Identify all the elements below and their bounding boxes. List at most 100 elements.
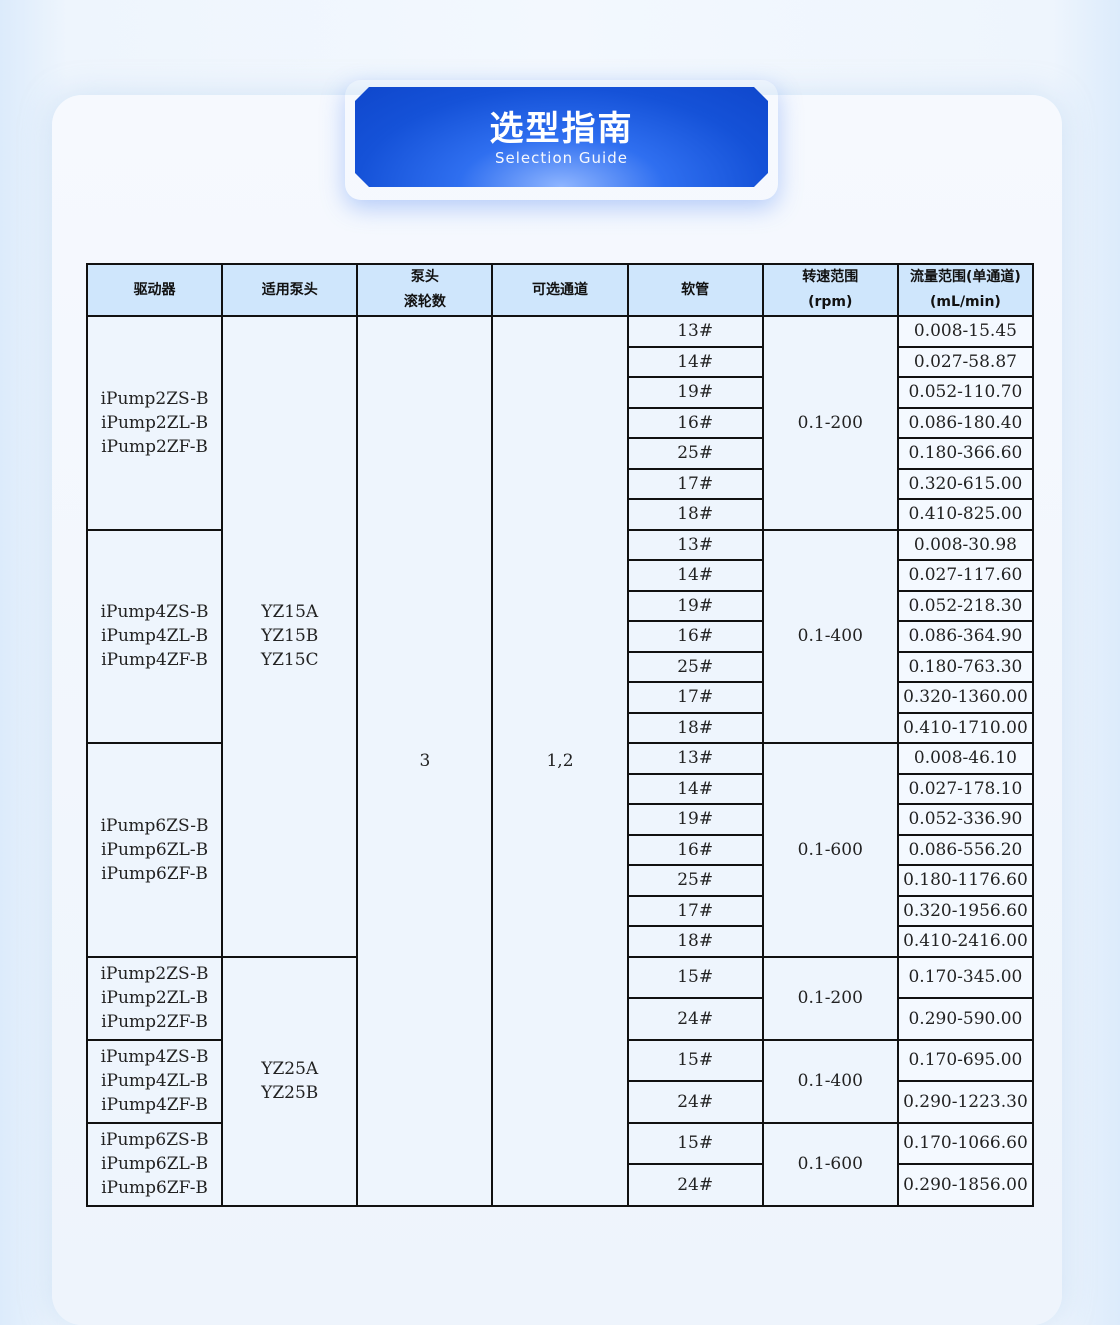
header-text: 适用泵头: [261, 281, 318, 298]
tube-cell: 13#: [626, 742, 764, 775]
header-speed-range: 转速范围 (rpm): [761, 263, 899, 317]
driver-cell: iPump2ZS-B iPump2ZL-B iPump2ZF-B: [85, 315, 224, 531]
header-text: 可选通道: [531, 281, 588, 298]
header-channels: 可选通道: [491, 263, 629, 317]
tube-cell: 16#: [626, 620, 764, 653]
cell-line: YZ25B: [261, 1083, 319, 1103]
flow-cell: 0.008-46.10: [896, 742, 1035, 775]
flow-cell: 0.410-2416.00: [896, 925, 1035, 958]
pumphead-cell: YZ15A YZ15B YZ15C: [221, 315, 359, 958]
tube-cell: 19#: [626, 589, 764, 622]
cell-line: iPump2ZS-B: [100, 388, 209, 409]
cell-line: iPump4ZL-B: [101, 626, 209, 647]
tube-cell: 24#: [626, 1163, 764, 1207]
header-flow-range: 流量范围(单通道) (mL/min): [896, 263, 1035, 317]
tube-cell: 25#: [626, 437, 764, 470]
banner-subtitle: Selection Guide: [495, 149, 628, 167]
tube-cell: 14#: [626, 772, 764, 805]
speed-cell: 0.1-600: [761, 742, 899, 958]
header-pumphead: 适用泵头: [221, 263, 359, 317]
rollers-cell: 3: [356, 315, 494, 1207]
cell-line: iPump2ZS-B: [100, 964, 209, 984]
flow-cell: 0.052-336.90: [896, 803, 1035, 836]
driver-cell: iPump2ZS-B iPump2ZL-B iPump2ZF-B: [85, 955, 224, 1041]
header-text: (mL/min): [930, 294, 1001, 310]
speed-cell: 0.1-600: [761, 1121, 899, 1207]
cell-line: iPump2ZF-B: [101, 1012, 208, 1032]
cell-line: YZ15A: [261, 602, 319, 623]
flow-cell: 0.086-556.20: [896, 833, 1035, 866]
header-text: (rpm): [808, 294, 853, 310]
flow-cell: 0.086-364.90: [896, 620, 1035, 653]
tube-cell: 13#: [626, 315, 764, 348]
tube-cell: 16#: [626, 406, 764, 439]
speed-cell: 0.1-200: [761, 315, 899, 531]
flow-cell: 0.320-615.00: [896, 467, 1035, 500]
table-row: 19# 0.052-110.70: [87, 376, 1035, 409]
flow-cell: 0.180-763.30: [896, 650, 1035, 683]
cell-line: iPump2ZL-B: [101, 988, 209, 1008]
driver-cell: iPump6ZS-B iPump6ZL-B iPump6ZF-B: [85, 1121, 224, 1207]
speed-cell: 0.1-200: [761, 955, 899, 1041]
table-row: 24# 0.290-1223.30: [87, 1080, 1035, 1124]
flow-cell: 0.027-58.87: [896, 345, 1035, 378]
tube-cell: 14#: [626, 345, 764, 378]
flow-cell: 0.180-1176.60: [896, 864, 1035, 897]
cell-line: iPump6ZF-B: [101, 1178, 208, 1198]
table-row: 25# 0.180-1176.60: [87, 864, 1035, 897]
table-row: iPump4ZS-B iPump4ZL-B iPump4ZF-B 15# 0.1-400…: [85, 1038, 1035, 1124]
table-row: 19# 0.052-336.90: [87, 803, 1035, 836]
cell-line: YZ15C: [260, 650, 319, 671]
table-row: 17# 0.320-615.00: [87, 467, 1035, 500]
header-text: 驱动器: [133, 281, 176, 298]
table-row: 17# 0.320-1360.00: [87, 681, 1035, 714]
pumphead-cell: YZ25A YZ25B: [221, 955, 359, 1207]
cell-line: iPump4ZS-B: [100, 1047, 209, 1067]
header-text: 泵头: [410, 269, 439, 285]
cell-line: iPump4ZF-B: [101, 1095, 208, 1115]
flow-cell: 0.170-345.00: [896, 955, 1035, 999]
tube-cell: 24#: [626, 997, 764, 1041]
tube-cell: 15#: [626, 955, 764, 999]
tube-cell: 25#: [626, 864, 764, 897]
table-row: iPump4ZS-B iPump4ZL-B iPump4ZF-B 13# 0.1-400…: [85, 528, 1035, 744]
tube-cell: 13#: [626, 528, 764, 561]
table-row: iPump6ZS-B iPump6ZL-B iPump6ZF-B 15# 0.1-600…: [85, 1121, 1035, 1207]
tube-cell: 18#: [626, 498, 764, 531]
header-text: 流量范围(单通道): [910, 269, 1021, 285]
flow-cell: 0.052-110.70: [896, 376, 1035, 409]
tube-cell: 16#: [626, 833, 764, 866]
flow-cell: 0.170-1066.60: [896, 1121, 1035, 1165]
driver-cell: iPump4ZS-B iPump4ZL-B iPump4ZF-B: [85, 1038, 224, 1124]
tube-cell: 17#: [626, 894, 764, 927]
tube-cell: 14#: [626, 559, 764, 592]
cell-line: iPump4ZS-B: [100, 602, 209, 623]
flow-cell: 0.290-1223.30: [896, 1080, 1035, 1124]
tube-cell: 17#: [626, 681, 764, 714]
cell-line: iPump6ZF-B: [101, 863, 208, 884]
cell-line: iPump4ZF-B: [101, 650, 208, 671]
table-row: 24# 0.290-1856.00: [87, 1163, 1035, 1207]
table-row: 24# 0.290-590.00: [87, 997, 1035, 1041]
table-row: 14# 0.027-58.87: [87, 345, 1035, 378]
flow-cell: 0.180-366.60: [896, 437, 1035, 470]
cell-line: YZ15B: [261, 626, 319, 647]
cell-line: iPump2ZF-B: [101, 436, 208, 457]
flow-cell: 0.410-825.00: [896, 498, 1035, 531]
flow-cell: 0.027-178.10: [896, 772, 1035, 805]
table-row: 25# 0.180-763.30: [87, 650, 1035, 683]
tube-cell: 19#: [626, 803, 764, 836]
flow-cell: 0.008-15.45: [896, 315, 1035, 348]
tube-cell: 19#: [626, 376, 764, 409]
cell-line: iPump6ZL-B: [101, 839, 209, 860]
flow-cell: 0.052-218.30: [896, 589, 1035, 622]
table-row: 18# 0.410-825.00: [87, 498, 1035, 531]
header-rollers: 泵头 滚轮数: [356, 263, 494, 317]
tube-cell: 15#: [626, 1121, 764, 1165]
table-row: iPump6ZS-B iPump6ZL-B iPump6ZF-B 13# 0.1-600…: [85, 742, 1035, 958]
cell-line: iPump6ZL-B: [101, 1154, 209, 1174]
table-row: iPump2ZS-B iPump2ZL-B iPump2ZF-B YZ15A YZ15B…: [85, 315, 1035, 1207]
header-tube: 软管: [626, 263, 764, 317]
tube-cell: 24#: [626, 1080, 764, 1124]
table-row: 18# 0.410-2416.00: [87, 925, 1035, 958]
